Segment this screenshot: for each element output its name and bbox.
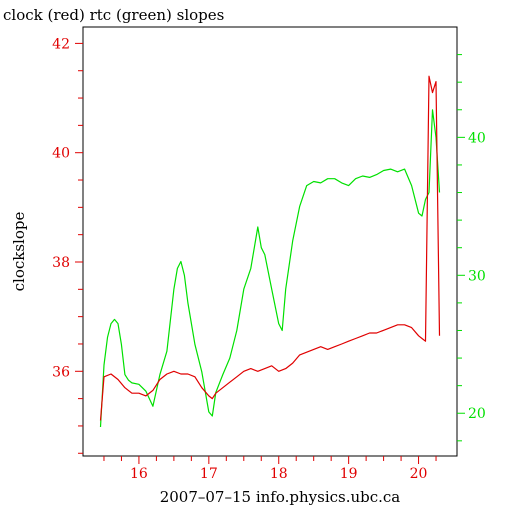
y-right-tick-label: 20: [468, 406, 486, 422]
axis-ticks: 16 17 18 19 20 36 38 40 42 20 30 40: [52, 36, 486, 482]
x-tick-label: 18: [270, 466, 288, 482]
y-axis-label: clockslope: [10, 212, 28, 292]
x-axis-label: 2007–07–15 info.physics.ubc.ca: [160, 488, 401, 506]
x-tick-label: 20: [410, 466, 428, 482]
plot-frame: [82, 26, 458, 457]
rtc-series-line: [99, 109, 441, 428]
clock-series-line: [99, 75, 441, 421]
series-lines: [99, 75, 441, 428]
x-tick-label: 19: [340, 466, 358, 482]
chart-title: clock (red) rtc (green) slopes: [3, 6, 224, 24]
x-tick-label: 17: [200, 466, 218, 482]
y-right-tick-label: 30: [468, 268, 486, 284]
y-right-tick-label: 40: [468, 130, 486, 146]
y-left-tick-label: 40: [52, 146, 70, 162]
y-left-tick-label: 36: [52, 364, 70, 380]
y-left-tick-label: 38: [52, 255, 70, 271]
x-tick-label: 16: [130, 466, 148, 482]
y-left-tick-label: 42: [52, 36, 70, 52]
